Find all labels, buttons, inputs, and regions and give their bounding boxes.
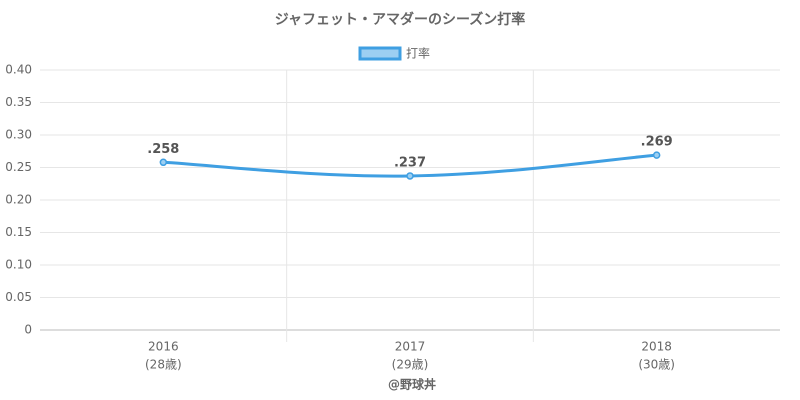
x-tick-sublabel: (28歳) (145, 358, 182, 372)
x-tick-label: 2017 (395, 340, 426, 354)
y-tick-label: 0 (24, 323, 32, 337)
point (406, 172, 414, 180)
y-tick-label: 0.10 (5, 258, 32, 272)
y-tick-label: 0.40 (5, 63, 32, 77)
value-label: .258 (147, 142, 179, 157)
legend-swatch (358, 46, 402, 61)
y-tick-label: 0.25 (5, 160, 32, 174)
value-label: .237 (394, 155, 426, 170)
point (652, 151, 661, 159)
x-tick-label: 2016 (148, 340, 179, 354)
x-tick-sublabel: (30歳) (638, 358, 675, 372)
y-tick-label: 0.20 (5, 193, 32, 207)
point (159, 158, 168, 167)
y-tick-label: 0.35 (5, 95, 32, 109)
source: @野球丼 (388, 377, 436, 392)
x-tick-label: 2018 (641, 340, 672, 354)
y-tick-label: 0.05 (5, 290, 32, 304)
legend-label: 打率 (406, 46, 430, 61)
y-tick-label: 0.30 (5, 128, 32, 142)
x-tick-sublabel: (29歳) (392, 358, 429, 372)
y-tick-label: 0.15 (5, 225, 32, 239)
chart-title: ジャフェット・アマダーのシーズン打率 (275, 11, 526, 28)
value-label: .269 (641, 135, 673, 150)
